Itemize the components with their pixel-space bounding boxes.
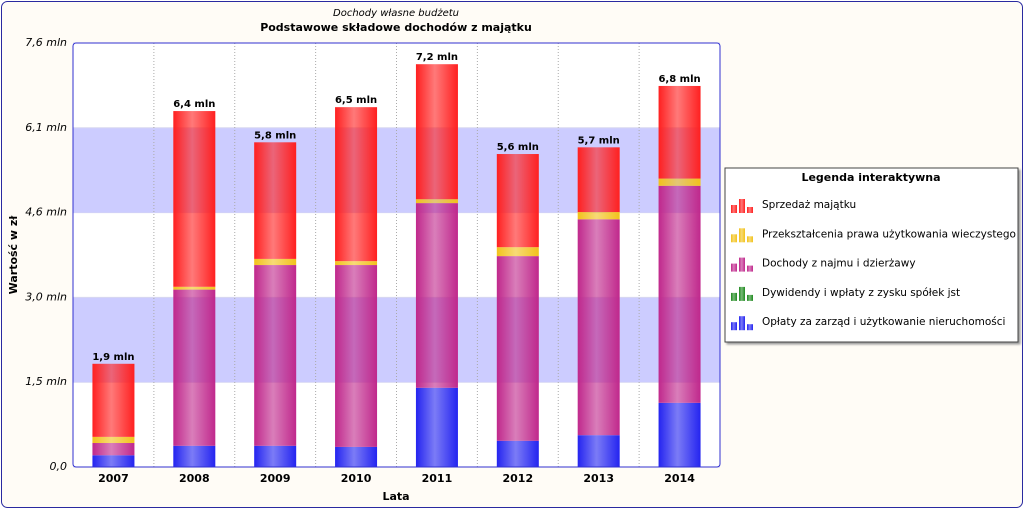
legend-label: Przekształcenia prawa użytkowania wieczy… [762, 228, 1016, 240]
legend-label: Dywidendy i wpłaty z zysku spółek jst [762, 287, 960, 299]
bar-segment [496, 256, 539, 441]
bar-segment [254, 142, 297, 259]
total-label: 5,6 mln [497, 142, 539, 153]
bar-segment [92, 455, 135, 467]
x-tick-label: 2009 [260, 472, 291, 485]
legend-icon [731, 263, 737, 272]
legend-icon [739, 286, 745, 301]
bar-segment [335, 265, 378, 447]
legend-icon [731, 205, 737, 213]
total-label: 7,2 mln [416, 52, 458, 63]
legend-icon [739, 316, 745, 331]
legend-icon [747, 265, 753, 272]
legend-icon [739, 199, 745, 213]
bar-segment [335, 107, 378, 262]
x-tick-label: 2010 [341, 472, 372, 485]
legend-label: Sprzedaż majątku [762, 199, 856, 211]
legend-title: Legenda interaktywna [801, 171, 940, 184]
bar-segment [577, 219, 620, 436]
legend-icon [731, 322, 737, 331]
chart-title: Dochody własne budżetu [333, 8, 459, 19]
y-tick-label: 7,6 mln [25, 36, 67, 49]
bar-segment [92, 436, 135, 444]
legend-icon [739, 228, 745, 243]
bar-segment [658, 178, 701, 186]
legend-icon [731, 292, 737, 301]
bar-segment [496, 440, 539, 467]
bar-segment [415, 199, 458, 204]
bar-segment [496, 247, 539, 257]
bar-segment [254, 445, 297, 467]
y-tick-label: 3,0 mln [25, 290, 67, 303]
y-tick-label: 0,0 [50, 460, 68, 473]
x-tick-label: 2007 [98, 472, 129, 485]
total-label: 6,5 mln [335, 95, 377, 106]
total-label: 6,8 mln [658, 74, 700, 85]
chart-subtitle: Podstawowe składowe dochodów z majątku [260, 21, 532, 34]
legend [724, 167, 1019, 343]
total-label: 5,8 mln [254, 130, 296, 141]
x-tick-label: 2008 [179, 472, 210, 485]
bar-segment [496, 154, 539, 248]
x-tick-label: 2011 [422, 472, 453, 485]
bar-segment [335, 261, 378, 266]
total-label: 5,7 mln [578, 135, 620, 146]
bar-segment [577, 435, 620, 467]
bar-segment [658, 185, 701, 403]
x-tick-label: 2012 [503, 472, 534, 485]
bar-segment [92, 443, 135, 456]
bar-segment [173, 286, 216, 290]
bar-segment [577, 147, 620, 213]
legend-icon [739, 257, 745, 272]
total-label: 1,9 mln [92, 352, 134, 363]
bar-segment [173, 289, 216, 446]
legend-icon [731, 234, 737, 243]
bar-segment [254, 258, 297, 266]
bar-segment [92, 363, 135, 437]
bar-segment [415, 203, 458, 388]
legend-icon [747, 324, 753, 331]
total-label: 6,4 mln [173, 99, 215, 110]
x-axis-label: Lata [382, 490, 409, 503]
bar-segment [658, 85, 701, 179]
y-tick-label: 6,1 mln [25, 121, 67, 134]
bar-segment [335, 446, 378, 467]
y-axis-label: Wartość w zł [7, 215, 20, 295]
legend-icon [747, 294, 753, 301]
bar-segment [254, 265, 297, 446]
bar-segment [173, 445, 216, 467]
legend-icon [747, 207, 753, 213]
bar-segment [658, 402, 701, 467]
y-tick-label: 1,5 mln [25, 375, 67, 388]
bar-segment [577, 212, 620, 220]
bar-segment [415, 387, 458, 467]
plot-border [72, 42, 721, 468]
x-tick-label: 2014 [664, 472, 695, 485]
bar-segment [173, 111, 216, 287]
legend-label: Dochody z najmu i dzierżawy [762, 258, 916, 270]
bar-segment [415, 64, 458, 200]
y-tick-label: 4,6 mln [25, 206, 67, 219]
legend-label: Opłaty za zarząd i użytkowanie nieruchom… [762, 316, 1005, 328]
legend-icon [747, 236, 753, 243]
x-tick-label: 2013 [583, 472, 614, 485]
